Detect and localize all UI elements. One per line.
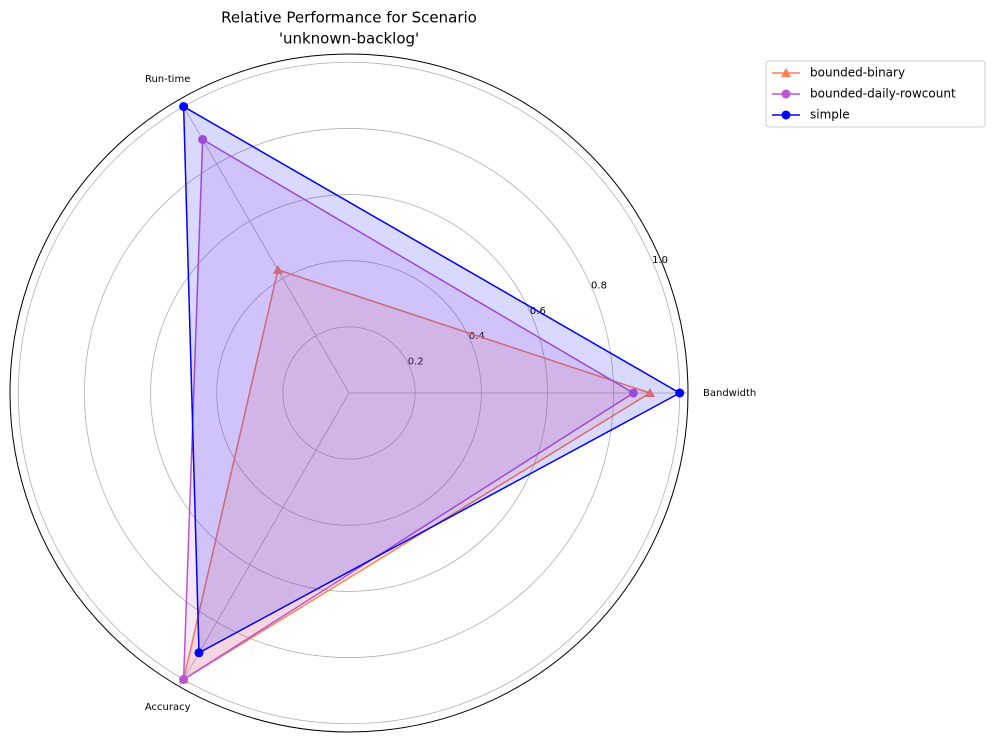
chart-title: Relative Performance for Scenario <box>221 9 477 27</box>
spoke <box>179 99 350 394</box>
series-area <box>183 269 650 680</box>
series-marker <box>194 648 204 658</box>
legend-marker <box>781 110 791 120</box>
r-tick-label: 0.8 <box>591 280 607 291</box>
series-marker <box>644 388 655 397</box>
series-line <box>182 105 682 655</box>
legend-label: simple <box>810 108 850 122</box>
series-marker <box>272 264 283 274</box>
series-marker <box>675 388 685 398</box>
series-area <box>183 139 634 680</box>
outer-frame <box>9 53 689 733</box>
series-area <box>183 106 680 653</box>
series-marker <box>179 674 189 684</box>
spoke <box>179 392 350 687</box>
r-tick-label: 1.0 <box>652 255 668 266</box>
legend-box <box>765 60 986 128</box>
r-tick-label: 0.4 <box>469 331 485 342</box>
legend-label: bounded-daily-rowcount <box>810 87 956 101</box>
category-label: Accuracy <box>145 702 191 713</box>
legend-marker <box>781 89 791 99</box>
series-line <box>182 138 635 681</box>
series-marker <box>628 388 638 398</box>
series-marker <box>179 102 189 112</box>
r-tick-label: 0.2 <box>408 356 424 367</box>
series-line <box>182 268 652 681</box>
category-label: Run-time <box>145 74 190 85</box>
series-marker <box>198 135 208 145</box>
chart-title: 'unknown-backlog' <box>279 30 419 48</box>
category-label: Bandwidth <box>703 388 756 399</box>
legend-label: bounded-binary <box>810 66 905 80</box>
legend-marker <box>781 68 791 77</box>
